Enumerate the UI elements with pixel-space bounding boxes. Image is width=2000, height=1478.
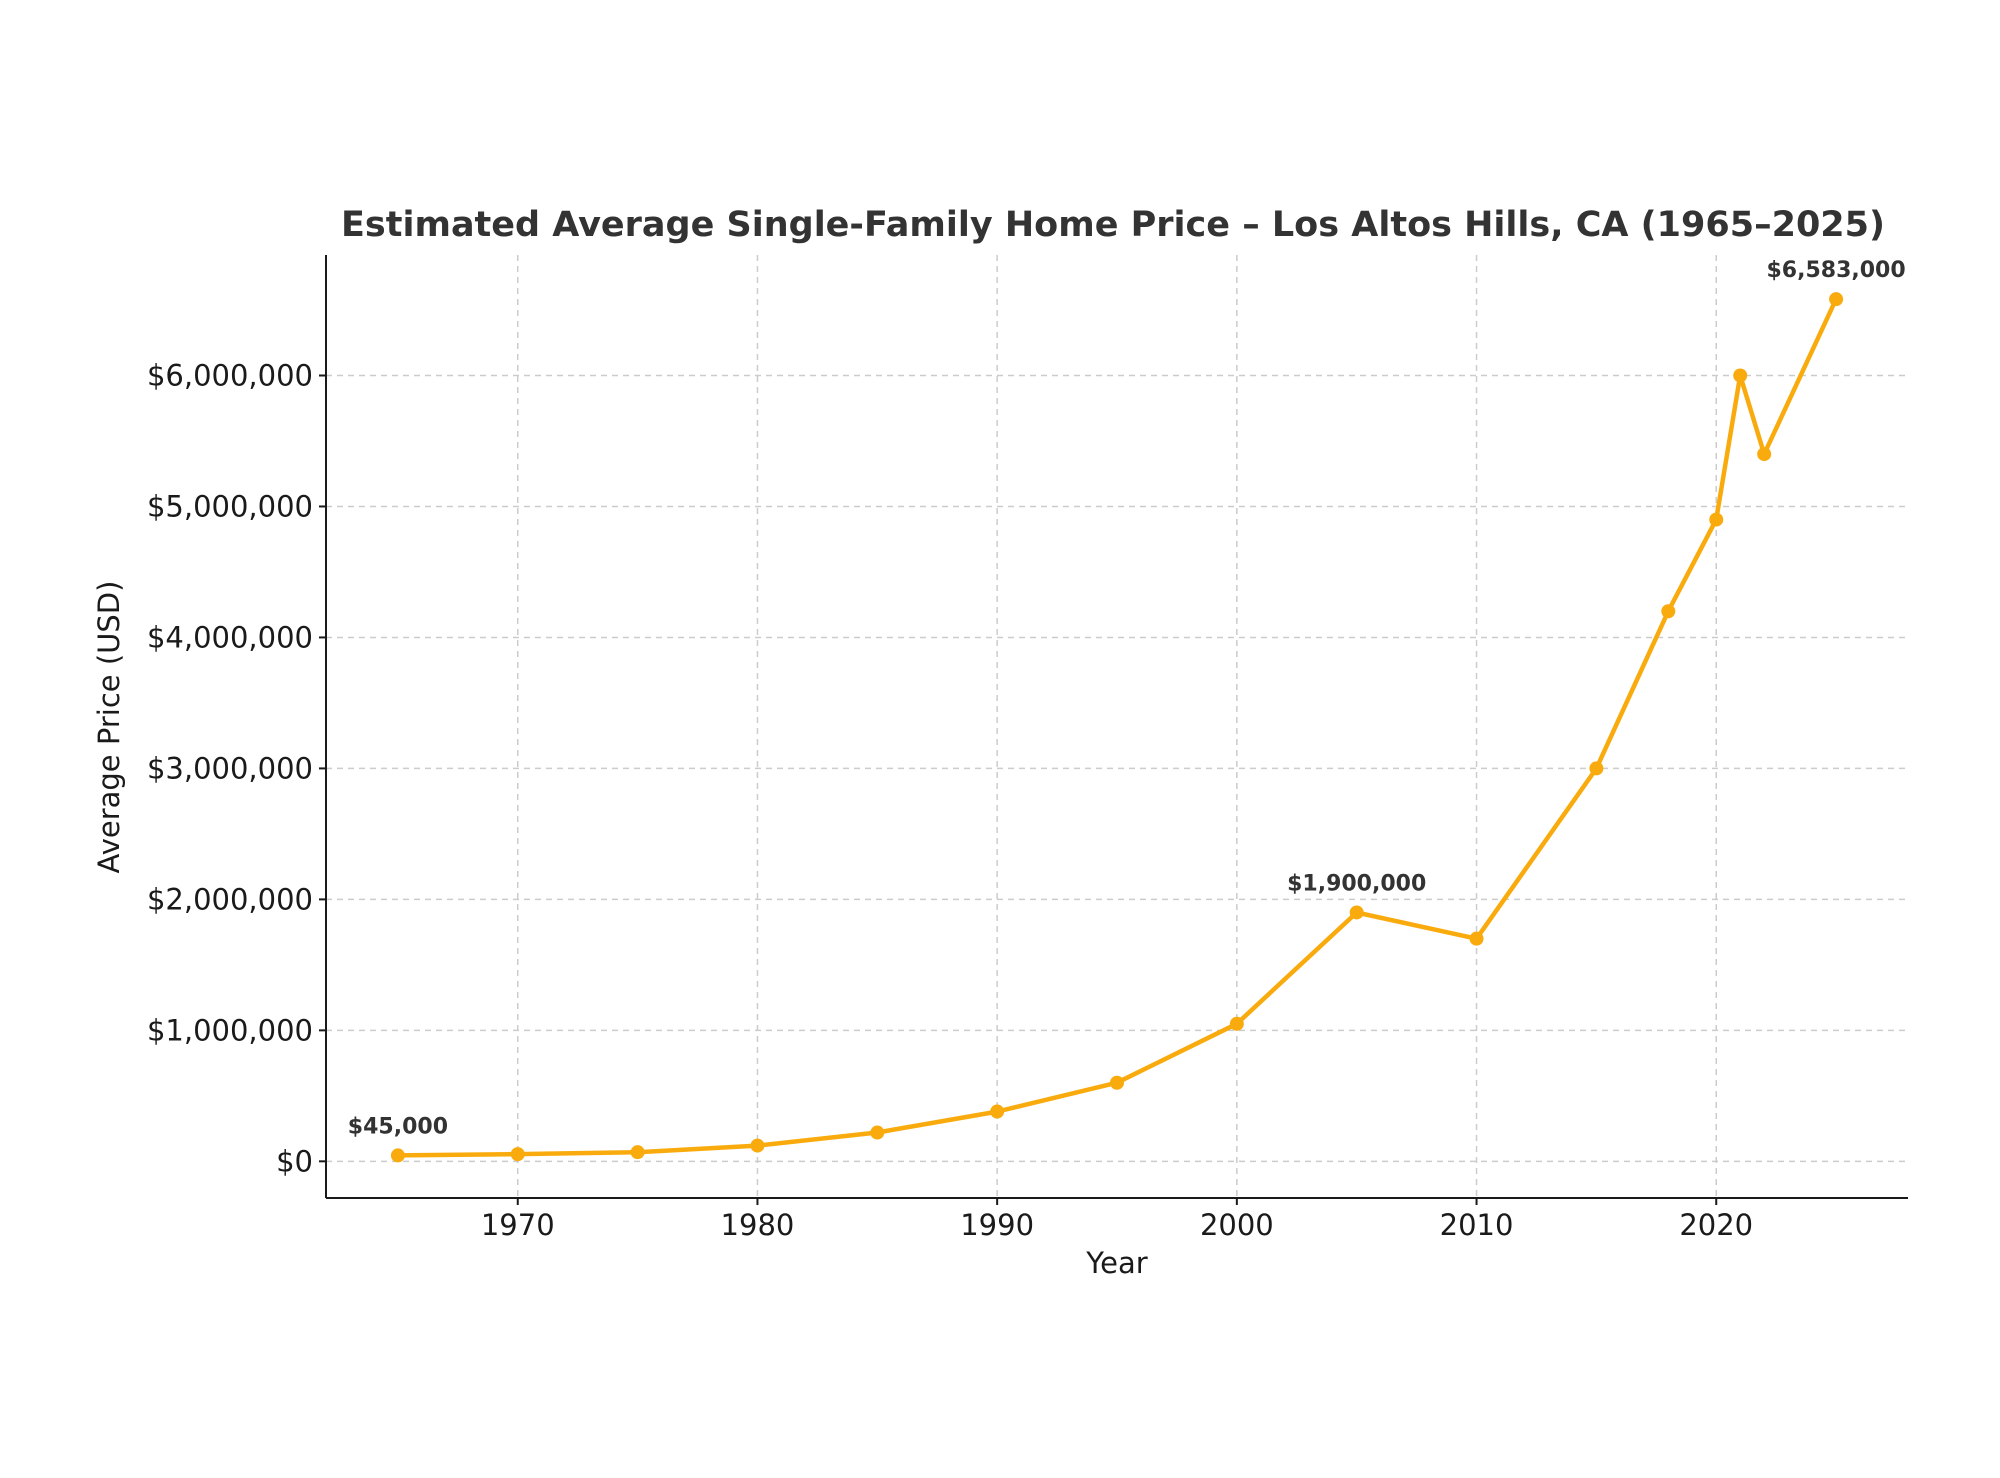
data-point (1733, 368, 1748, 383)
y-axis-label: Average Price (USD) (92, 581, 126, 874)
data-point (510, 1147, 525, 1162)
y-tick-label: $4,000,000 (147, 620, 313, 654)
x-tick-label: 1980 (721, 1208, 795, 1242)
x-axis-label: Year (1085, 1246, 1147, 1280)
y-tick-label: $5,000,000 (147, 489, 313, 523)
chart-title: Estimated Average Single-Family Home Pri… (341, 205, 1885, 245)
data-point (750, 1138, 765, 1153)
data-point (1661, 604, 1676, 619)
data-point (1110, 1075, 1124, 1090)
data-point (870, 1125, 885, 1140)
data-point (990, 1104, 1005, 1119)
y-tick-label: $2,000,000 (147, 882, 313, 916)
y-tick-label: $3,000,000 (147, 751, 313, 785)
y-tick-label: $0 (276, 1144, 313, 1178)
data-point (1829, 292, 1844, 307)
x-tick-label: 2020 (1679, 1208, 1753, 1242)
x-tick-label: 2000 (1200, 1208, 1274, 1242)
x-tick-label: 2010 (1440, 1208, 1514, 1242)
data-point (630, 1145, 645, 1160)
data-point (1469, 931, 1484, 946)
series-average-price (390, 292, 1844, 1163)
data-point (390, 1148, 405, 1163)
axes (325, 255, 1908, 1199)
y-tick-label: $6,000,000 (147, 358, 313, 392)
x-tick-label: 1990 (960, 1208, 1034, 1242)
y-tick-label: $1,000,000 (147, 1013, 313, 1047)
data-label: $1,900,000 (1287, 871, 1426, 896)
grid (326, 255, 1908, 1198)
series-line (395, 296, 1839, 1158)
x-tick-label: 1970 (481, 1208, 555, 1242)
annotations: $45,000 $1,900,000 $6,583,000 (348, 258, 1906, 1139)
y-axis-ticks: $0 $1,000,000 $2,000,000 $3,000,000 $4,000,0… (147, 358, 326, 1178)
data-point (1757, 447, 1772, 462)
data-point (1709, 512, 1724, 527)
data-point (1229, 1016, 1244, 1031)
data-label: $45,000 (348, 1114, 448, 1139)
data-point (1349, 905, 1364, 920)
data-label: $6,583,000 (1766, 258, 1905, 283)
x-axis-ticks: 1970 1980 1990 2000 2010 2020 (481, 1198, 1753, 1242)
data-point (1589, 761, 1604, 776)
